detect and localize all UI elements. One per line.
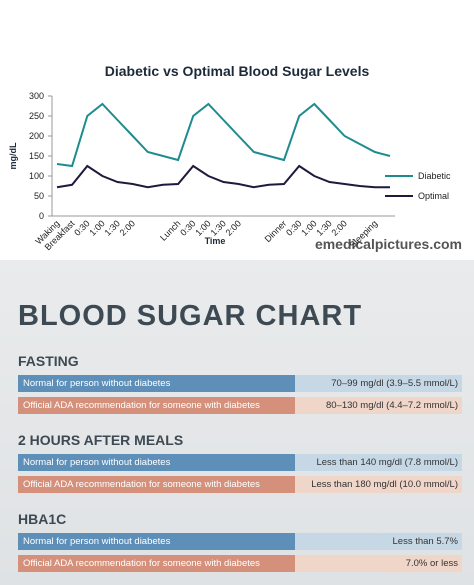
row-label: Normal for person without diabetes — [18, 533, 295, 550]
row-label: Official ADA recommendation for someone … — [18, 555, 295, 572]
panel-title: BLOOD SUGAR CHART — [18, 300, 363, 332]
line-series — [56, 164, 390, 189]
x-axis-label: Time — [205, 236, 226, 246]
row-label: Official ADA recommendation for someone … — [18, 476, 295, 493]
y-tick-label: 150 — [29, 151, 44, 161]
y-tick-label: 100 — [29, 171, 44, 181]
row-label: Official ADA recommendation for someone … — [18, 397, 295, 414]
y-axis-label: mg/dL — [8, 142, 18, 169]
y-tick-label: 50 — [34, 191, 44, 201]
watermark: emedicalpictures.com — [315, 236, 462, 252]
chart-title: Diabetic vs Optimal Blood Sugar Levels — [105, 63, 370, 79]
section-heading: FASTING — [18, 353, 79, 369]
chart: Diabetic vs Optimal Blood Sugar Levels T… — [8, 63, 462, 252]
row-label: Normal for person without diabetes — [18, 454, 295, 471]
x-tick-label: 2:00 — [118, 218, 137, 237]
row-value: 7.0% or less — [295, 555, 462, 572]
legend-label: Diabetic — [418, 171, 451, 181]
row-value: Less than 180 mg/dl (10.0 mmol/L) — [295, 476, 462, 493]
section-heading: 2 HOURS AFTER MEALS — [18, 432, 184, 448]
row-value: Less than 5.7% — [295, 533, 462, 550]
y-tick-label: 0 — [39, 211, 44, 221]
section-heading: HBA1C — [18, 511, 67, 527]
x-tick-label: 2:00 — [224, 218, 243, 237]
row-value: 70–99 mg/dl (3.9–5.5 mmol/L) — [295, 375, 462, 392]
legend-label: Optimal — [418, 191, 449, 201]
row-label: Normal for person without diabetes — [18, 375, 295, 392]
blood-sugar-panel: BLOOD SUGAR CHART FASTING Normal for pers… — [0, 260, 474, 585]
x-tick-label: 2:00 — [330, 218, 349, 237]
row-value: Less than 140 mg/dl (7.8 mmol/L) — [295, 454, 462, 471]
row-value: 80–130 mg/dl (4.4–7.2 mmol/L) — [295, 397, 462, 414]
y-tick-label: 250 — [29, 111, 44, 121]
y-tick-label: 200 — [29, 131, 44, 141]
y-tick-label: 300 — [29, 91, 44, 101]
line-series — [56, 102, 391, 168]
